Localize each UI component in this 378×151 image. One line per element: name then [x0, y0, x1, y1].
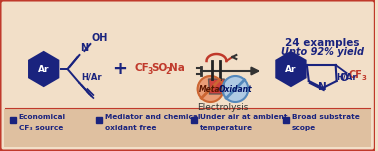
Text: +: + — [112, 60, 127, 78]
Circle shape — [198, 76, 223, 102]
Text: CF₃ source: CF₃ source — [19, 125, 63, 131]
Bar — [283, 117, 289, 123]
Text: H/Ar: H/Ar — [337, 73, 357, 82]
Text: oxidant free: oxidant free — [105, 125, 156, 131]
Text: Ar: Ar — [38, 64, 50, 74]
Text: H/Ar: H/Ar — [81, 72, 102, 81]
Bar — [10, 117, 16, 123]
Text: 3: 3 — [361, 75, 366, 81]
Bar — [96, 117, 102, 123]
Text: Electrolysis: Electrolysis — [197, 103, 248, 111]
Text: Economical: Economical — [19, 114, 66, 120]
Text: 3: 3 — [148, 66, 153, 76]
Text: Metal: Metal — [198, 85, 223, 93]
Text: N: N — [318, 82, 327, 92]
Polygon shape — [209, 79, 225, 94]
Text: N: N — [81, 43, 88, 53]
Polygon shape — [29, 52, 58, 86]
Text: O: O — [339, 73, 349, 83]
Text: Ar: Ar — [285, 64, 297, 74]
Text: OH: OH — [91, 33, 108, 43]
Text: 24 examples: 24 examples — [285, 38, 360, 48]
Text: CF: CF — [349, 70, 363, 80]
Text: CF: CF — [134, 63, 149, 73]
Text: Mediator and chemical: Mediator and chemical — [105, 114, 201, 120]
Bar — [4, 109, 371, 147]
Text: SO: SO — [151, 63, 167, 73]
Text: Under air at ambient: Under air at ambient — [200, 114, 287, 120]
Text: 2: 2 — [166, 66, 171, 76]
Polygon shape — [276, 52, 305, 86]
Text: Na: Na — [169, 63, 185, 73]
Text: temperature: temperature — [200, 125, 253, 131]
Text: scope: scope — [292, 125, 316, 131]
Circle shape — [222, 76, 248, 102]
Text: Oxidant: Oxidant — [218, 85, 252, 93]
Bar — [191, 117, 197, 123]
Text: Broad substrate: Broad substrate — [292, 114, 360, 120]
Text: Upto 92% yield: Upto 92% yield — [281, 47, 364, 57]
